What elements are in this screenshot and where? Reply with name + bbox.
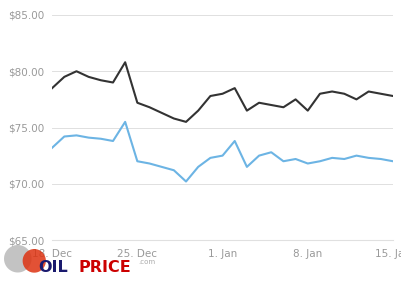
Text: .com: .com	[138, 260, 156, 266]
Text: ●: ●	[2, 241, 34, 274]
Text: OIL: OIL	[38, 260, 68, 274]
Text: PRICE: PRICE	[78, 260, 131, 274]
Text: ●: ●	[21, 245, 47, 274]
